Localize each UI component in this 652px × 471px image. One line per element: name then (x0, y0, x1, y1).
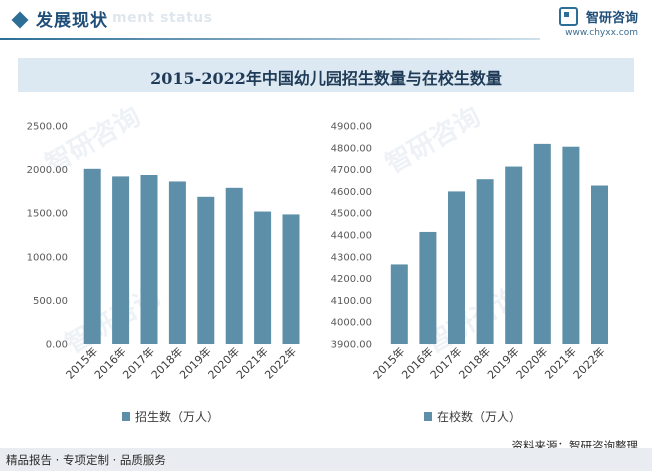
chart-title: 2015-2022年中国幼儿园招生数量与在校生数量 (150, 69, 502, 88)
bar (533, 143, 551, 344)
legend-swatch (424, 412, 432, 421)
bar (591, 185, 608, 344)
brand-logo-icon (558, 7, 578, 26)
section-subtitle: ment status (112, 10, 213, 26)
footer-tagline: 精品报告 · 专项定制 · 品质服务 (6, 453, 166, 467)
legend-label: 在校数（万人） (437, 409, 521, 424)
y-tick-label: 4500.00 (331, 209, 372, 220)
y-tick-label: 4400.00 (331, 231, 372, 242)
header-divider (0, 38, 540, 40)
y-tick-label: 3900.00 (331, 340, 372, 351)
y-tick-label: 500.00 (33, 296, 68, 307)
section-title: 发展现状 (36, 11, 108, 31)
brand-url: www.chyxx.com (565, 28, 638, 38)
y-tick-label: 0.00 (46, 340, 68, 351)
bar (112, 176, 130, 344)
bar (83, 168, 101, 344)
chart-title-band: 2015-2022年中国幼儿园招生数量与在校生数量 (18, 58, 634, 92)
bar (505, 166, 523, 344)
y-tick-label: 4200.00 (331, 274, 372, 285)
bar (197, 196, 215, 344)
x-tick-label: 2022年 (570, 344, 607, 381)
y-tick-label: 4600.00 (331, 187, 372, 198)
y-tick-label: 1000.00 (27, 252, 68, 263)
bar (448, 191, 465, 344)
y-tick-label: 1500.00 (27, 209, 68, 220)
legend-label: 招生数（万人） (135, 409, 219, 424)
bar (419, 231, 437, 344)
bar (140, 175, 158, 344)
bar (225, 187, 243, 344)
footer-bar: 精品报告 · 专项定制 · 品质服务 (0, 448, 652, 471)
bar (168, 181, 186, 344)
legend-swatch (122, 412, 130, 421)
brand: 智研咨询 www.chyxx.com (558, 6, 638, 38)
bar (476, 179, 494, 344)
bar (282, 214, 300, 344)
y-tick-label: 2000.00 (27, 165, 68, 176)
y-tick-label: 4300.00 (331, 252, 372, 263)
bar (562, 146, 580, 344)
y-tick-label: 4000.00 (331, 318, 372, 329)
brand-name: 智研咨询 (585, 11, 638, 26)
y-tick-label: 4900.00 (331, 122, 372, 133)
y-tick-label: 4700.00 (331, 165, 372, 176)
x-tick-label: 2022年 (262, 344, 299, 381)
y-tick-label: 4100.00 (331, 296, 372, 307)
y-tick-label: 4800.00 (331, 143, 372, 154)
y-tick-label: 2500.00 (27, 122, 68, 133)
bar (390, 264, 408, 344)
section-header: ment status 发展现状 智研咨询 www.chyxx.com (0, 0, 652, 44)
bar (254, 211, 272, 344)
